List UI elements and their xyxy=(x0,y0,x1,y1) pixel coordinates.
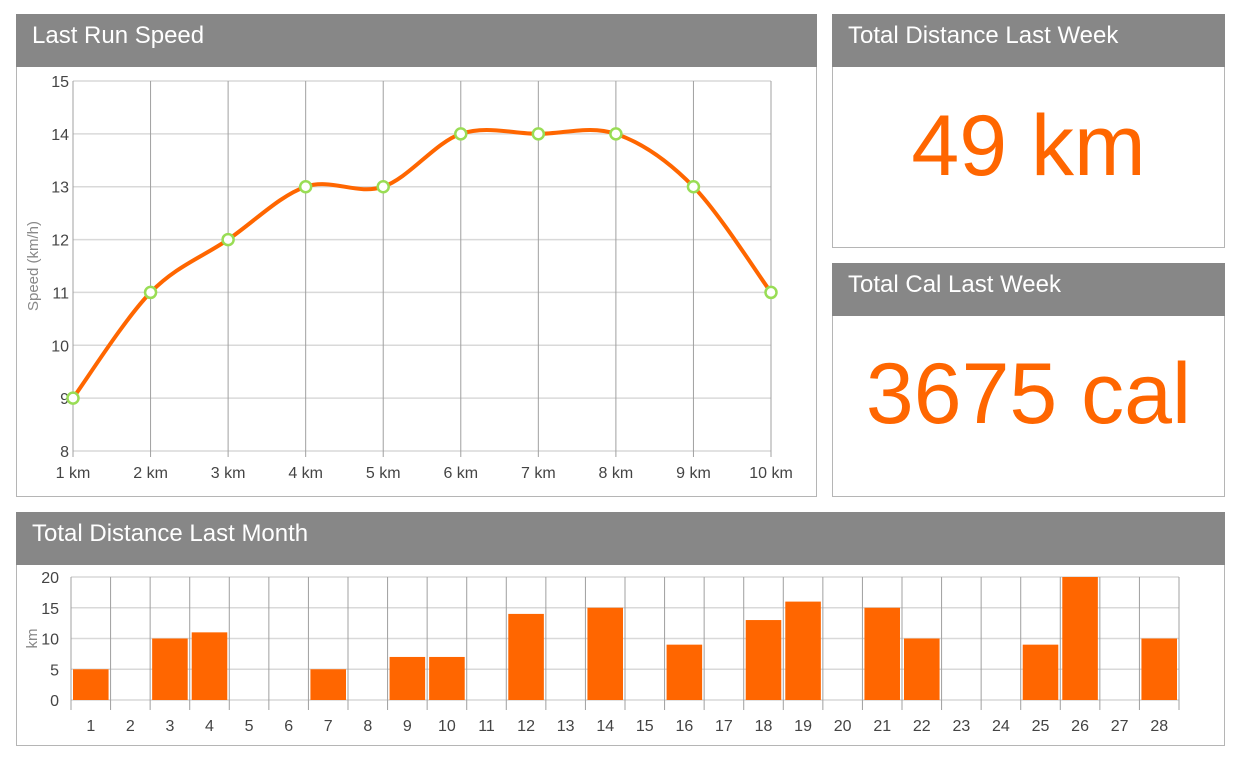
week-panel-title: Total Distance Last Week xyxy=(832,14,1225,67)
y-tick-label: 9 xyxy=(60,391,69,408)
month-panel-title: Total Distance Last Month xyxy=(16,512,1225,565)
y-tick-label: 0 xyxy=(50,693,59,710)
y-tick-label: 15 xyxy=(51,75,69,91)
y-tick-label: 20 xyxy=(41,570,59,587)
month-bar xyxy=(1022,644,1059,700)
y-tick-label: 10 xyxy=(41,632,59,649)
speed-data-point xyxy=(686,179,701,194)
x-tick-label: 23 xyxy=(952,718,970,735)
month-bar xyxy=(904,638,940,700)
x-tick-label: 18 xyxy=(755,718,773,735)
x-tick-label: 20 xyxy=(834,718,852,735)
month-bar xyxy=(152,638,188,700)
x-tick-label: 6 xyxy=(284,718,293,735)
x-tick-label: 9 km xyxy=(676,465,711,482)
x-tick-label: 12 xyxy=(517,718,535,735)
month-bar xyxy=(587,607,623,700)
x-tick-label: 3 km xyxy=(211,465,246,482)
month-bar xyxy=(429,656,465,700)
y-tick-label: 5 xyxy=(50,662,59,679)
x-tick-label: 9 xyxy=(403,718,412,735)
x-tick-label: 4 km xyxy=(288,465,323,482)
month-bar xyxy=(73,669,109,700)
speed-data-point xyxy=(298,179,313,194)
week-cal-value: 3675 cal xyxy=(865,346,1192,442)
month-bar xyxy=(1062,577,1098,700)
x-tick-label: 24 xyxy=(992,718,1010,735)
x-tick-label: 22 xyxy=(913,718,931,735)
x-tick-label: 28 xyxy=(1150,718,1168,735)
speed-data-point xyxy=(764,285,778,300)
y-axis-label: Speed (km/h) xyxy=(25,221,42,311)
x-tick-label: 15 xyxy=(636,718,654,735)
x-tick-label: 10 km xyxy=(749,465,793,482)
speed-data-point xyxy=(143,285,158,300)
x-tick-label: 25 xyxy=(1032,718,1050,735)
x-tick-label: 3 xyxy=(165,718,174,735)
speed-data-point xyxy=(221,232,235,247)
x-tick-label: 21 xyxy=(873,718,891,735)
x-tick-label: 5 km xyxy=(366,465,401,482)
x-tick-label: 17 xyxy=(715,718,733,735)
x-tick-label: 14 xyxy=(596,718,614,735)
y-tick-label: 12 xyxy=(51,233,69,250)
x-tick-label: 10 xyxy=(438,718,456,735)
x-tick-label: 11 xyxy=(478,718,495,735)
total-cal-week-panel: Total Cal Last Week 3675 cal xyxy=(832,263,1225,497)
x-tick-label: 8 km xyxy=(599,465,634,482)
y-tick-label: 10 xyxy=(51,338,69,355)
x-tick-label: 16 xyxy=(675,718,693,735)
y-axis-label: km xyxy=(24,629,41,649)
week-distance-value: 49 km xyxy=(911,98,1146,194)
month-bar xyxy=(508,613,544,700)
speed-data-point xyxy=(66,391,80,405)
month-bar xyxy=(864,607,900,700)
total-distance-week-panel: Total Distance Last Week 49 km xyxy=(832,14,1225,248)
last-run-speed-panel: Last Run Speed 8 9 10 11 12 13 14 15 1 km 2 km 3 k… xyxy=(16,14,817,497)
speed-panel-title: Last Run Speed xyxy=(16,14,817,67)
x-tick-label: 2 km xyxy=(133,465,168,482)
month-bar xyxy=(310,669,346,700)
x-tick-label: 5 xyxy=(245,718,254,735)
month-bar xyxy=(666,644,703,700)
x-tick-label: 7 km xyxy=(521,465,556,482)
speed-data-point xyxy=(376,179,390,194)
y-tick-label: 13 xyxy=(51,180,69,197)
month-bar xyxy=(785,601,821,700)
total-distance-month-panel: Total Distance Last Month 0 5 10 15 20 km 1 2 3 4… xyxy=(16,512,1225,746)
speed-data-point xyxy=(609,127,623,141)
x-tick-label: 6 km xyxy=(443,465,478,482)
speed-data-point xyxy=(454,127,468,141)
y-tick-label: 11 xyxy=(52,285,69,302)
cal-panel-title: Total Cal Last Week xyxy=(832,263,1225,316)
x-tick-label: 7 xyxy=(324,718,333,735)
x-tick-label: 2 xyxy=(126,718,135,735)
month-bar xyxy=(1141,638,1177,700)
x-tick-label: 26 xyxy=(1071,718,1089,735)
x-tick-label: 1 km xyxy=(56,465,91,482)
month-bar xyxy=(191,632,228,700)
x-tick-label: 27 xyxy=(1111,718,1129,735)
y-tick-label: 8 xyxy=(60,444,69,461)
speed-data-point xyxy=(531,127,546,141)
speed-series-line xyxy=(71,127,773,400)
x-tick-label: 4 xyxy=(205,718,214,735)
month-bar xyxy=(389,656,426,700)
y-tick-label: 14 xyxy=(51,127,69,144)
speed-line-chart: 8 9 10 11 12 13 14 15 1 km 2 km 3 km 4 km 5 km 6 km 7 … xyxy=(25,75,793,482)
y-tick-label: 15 xyxy=(41,601,59,618)
x-tick-label: 1 xyxy=(86,718,95,735)
x-tick-label: 8 xyxy=(363,718,372,735)
x-tick-label: 19 xyxy=(794,718,812,735)
month-bar xyxy=(745,620,782,700)
x-tick-label: 13 xyxy=(557,718,575,735)
